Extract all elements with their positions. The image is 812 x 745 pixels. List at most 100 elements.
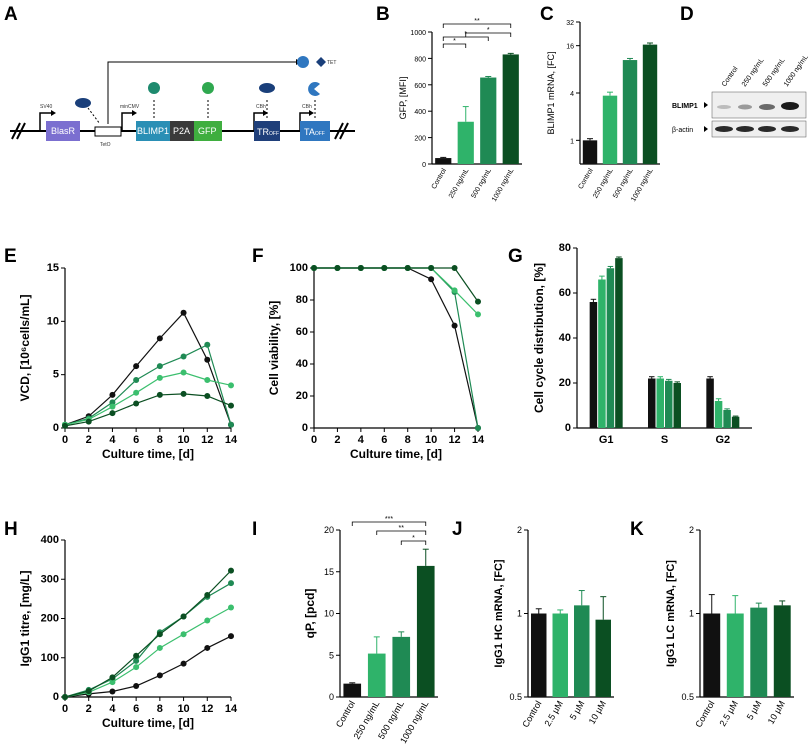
series-line xyxy=(64,582,232,698)
blot-band xyxy=(781,102,799,110)
data-point xyxy=(180,390,187,397)
y-tick-label: 100 xyxy=(41,652,59,664)
x-tick-label: Control xyxy=(431,167,449,190)
x-tick-label: 2.5 µM xyxy=(717,699,740,728)
element-ta xyxy=(300,121,330,141)
data-point xyxy=(180,660,187,667)
bar xyxy=(435,158,452,164)
element-blasr xyxy=(46,121,80,141)
x-tick-label: 14 xyxy=(225,703,238,715)
element-label-blimp1: BLIMP1 xyxy=(137,126,169,136)
data-point xyxy=(228,382,234,389)
data-point xyxy=(156,335,163,342)
x-tick-label: S xyxy=(661,434,668,446)
series-line xyxy=(64,311,232,426)
panel-letter-h: H xyxy=(4,519,18,540)
promoter-arrow-sv40 xyxy=(39,112,54,131)
data-point xyxy=(85,688,92,695)
data-point xyxy=(428,265,435,271)
data-point xyxy=(156,631,163,638)
binding-arrow xyxy=(87,107,101,125)
data-point xyxy=(109,679,116,686)
y-axis-title: VCD, [10⁶cells/mL] xyxy=(18,295,32,402)
arrowhead xyxy=(132,110,137,116)
data-point xyxy=(204,341,211,348)
data-point xyxy=(228,421,234,428)
y-tick-label: 15 xyxy=(324,567,334,577)
data-point xyxy=(133,652,140,659)
data-point xyxy=(381,265,388,271)
data-point xyxy=(109,688,116,695)
x-tick-label: G2 xyxy=(715,434,730,446)
y-tick-label: 20 xyxy=(296,390,308,402)
significance-label: * xyxy=(412,535,415,542)
significance-label: *** xyxy=(385,516,393,523)
data-point xyxy=(180,369,187,376)
y-tick-label: 0 xyxy=(422,162,426,169)
data-point xyxy=(204,617,211,624)
x-tick-label: 8 xyxy=(157,434,163,446)
data-point xyxy=(228,402,234,409)
data-point xyxy=(228,567,234,574)
y-tick-label: 0 xyxy=(302,422,308,434)
y-axis-title: Cell viability, [%] xyxy=(267,301,281,395)
data-point xyxy=(451,265,458,271)
row-marker-icon xyxy=(704,126,708,132)
x-tick-label: 2 xyxy=(334,434,340,446)
y-tick-label: 200 xyxy=(41,613,59,625)
dna-break-right xyxy=(339,122,349,140)
y-tick-label: 15 xyxy=(47,262,59,274)
element-label-blasr: BlasR xyxy=(51,126,76,136)
chart-panel-k: 0.5 1 2 IgG1 LC mRNA, [FC] Control 2.5 µM 5 µM… xyxy=(665,525,794,729)
x-tick-label: 2 xyxy=(86,703,92,715)
y-tick-label: 20 xyxy=(559,377,571,389)
promoter-label-sv40: SV40 xyxy=(40,104,52,110)
blot-band xyxy=(759,104,775,110)
y-tick-label: 0 xyxy=(53,691,59,703)
data-point xyxy=(133,683,140,690)
blot-band xyxy=(736,126,754,132)
blot-band xyxy=(738,104,752,110)
bar xyxy=(531,613,547,697)
y-tick-label: 1 xyxy=(570,138,574,145)
y-tick-label: 1 xyxy=(689,609,694,619)
x-tick-label: 10 xyxy=(177,434,189,446)
teto-operator xyxy=(94,126,122,137)
y-tick-label: 1 xyxy=(517,609,522,619)
y-axis-title: IgG1 LC mRNA, [FC] xyxy=(665,560,677,667)
y-tick-label: 0 xyxy=(53,422,59,434)
significance-label: * xyxy=(453,38,456,45)
x-tick-label: G1 xyxy=(599,434,614,446)
x-tick-label: 0 xyxy=(62,703,68,715)
x-tick-label: 10 xyxy=(425,434,437,446)
x-tick-label: 8 xyxy=(157,703,163,715)
significance-label: ** xyxy=(474,18,480,25)
x-tick-label: 10 µM xyxy=(587,699,608,726)
y-tick-label: 400 xyxy=(41,534,59,546)
promoter-label-cbh-2: CBh xyxy=(302,104,312,110)
bar xyxy=(615,258,623,428)
tr-protein-icon xyxy=(259,83,275,93)
significance-label: ** xyxy=(399,525,405,532)
blot-lane-label: 1000 ng/mL xyxy=(783,54,810,88)
series-line xyxy=(64,343,232,426)
x-tick-label: 14 xyxy=(472,434,485,446)
bar xyxy=(343,683,362,697)
data-point xyxy=(228,580,234,587)
element-blimp1 xyxy=(136,121,170,141)
element-p2a xyxy=(170,121,194,141)
series-line xyxy=(64,393,232,427)
bar xyxy=(703,613,721,697)
y-tick-label: 16 xyxy=(566,44,574,51)
bar xyxy=(673,383,681,428)
feedback-line xyxy=(107,61,300,124)
x-tick-label: 5 µM xyxy=(568,699,587,721)
significance-label: * xyxy=(487,27,490,34)
data-point xyxy=(133,363,140,370)
data-point xyxy=(180,631,187,638)
x-tick-label: 500 ng/mL xyxy=(470,167,493,199)
data-point xyxy=(109,391,116,398)
